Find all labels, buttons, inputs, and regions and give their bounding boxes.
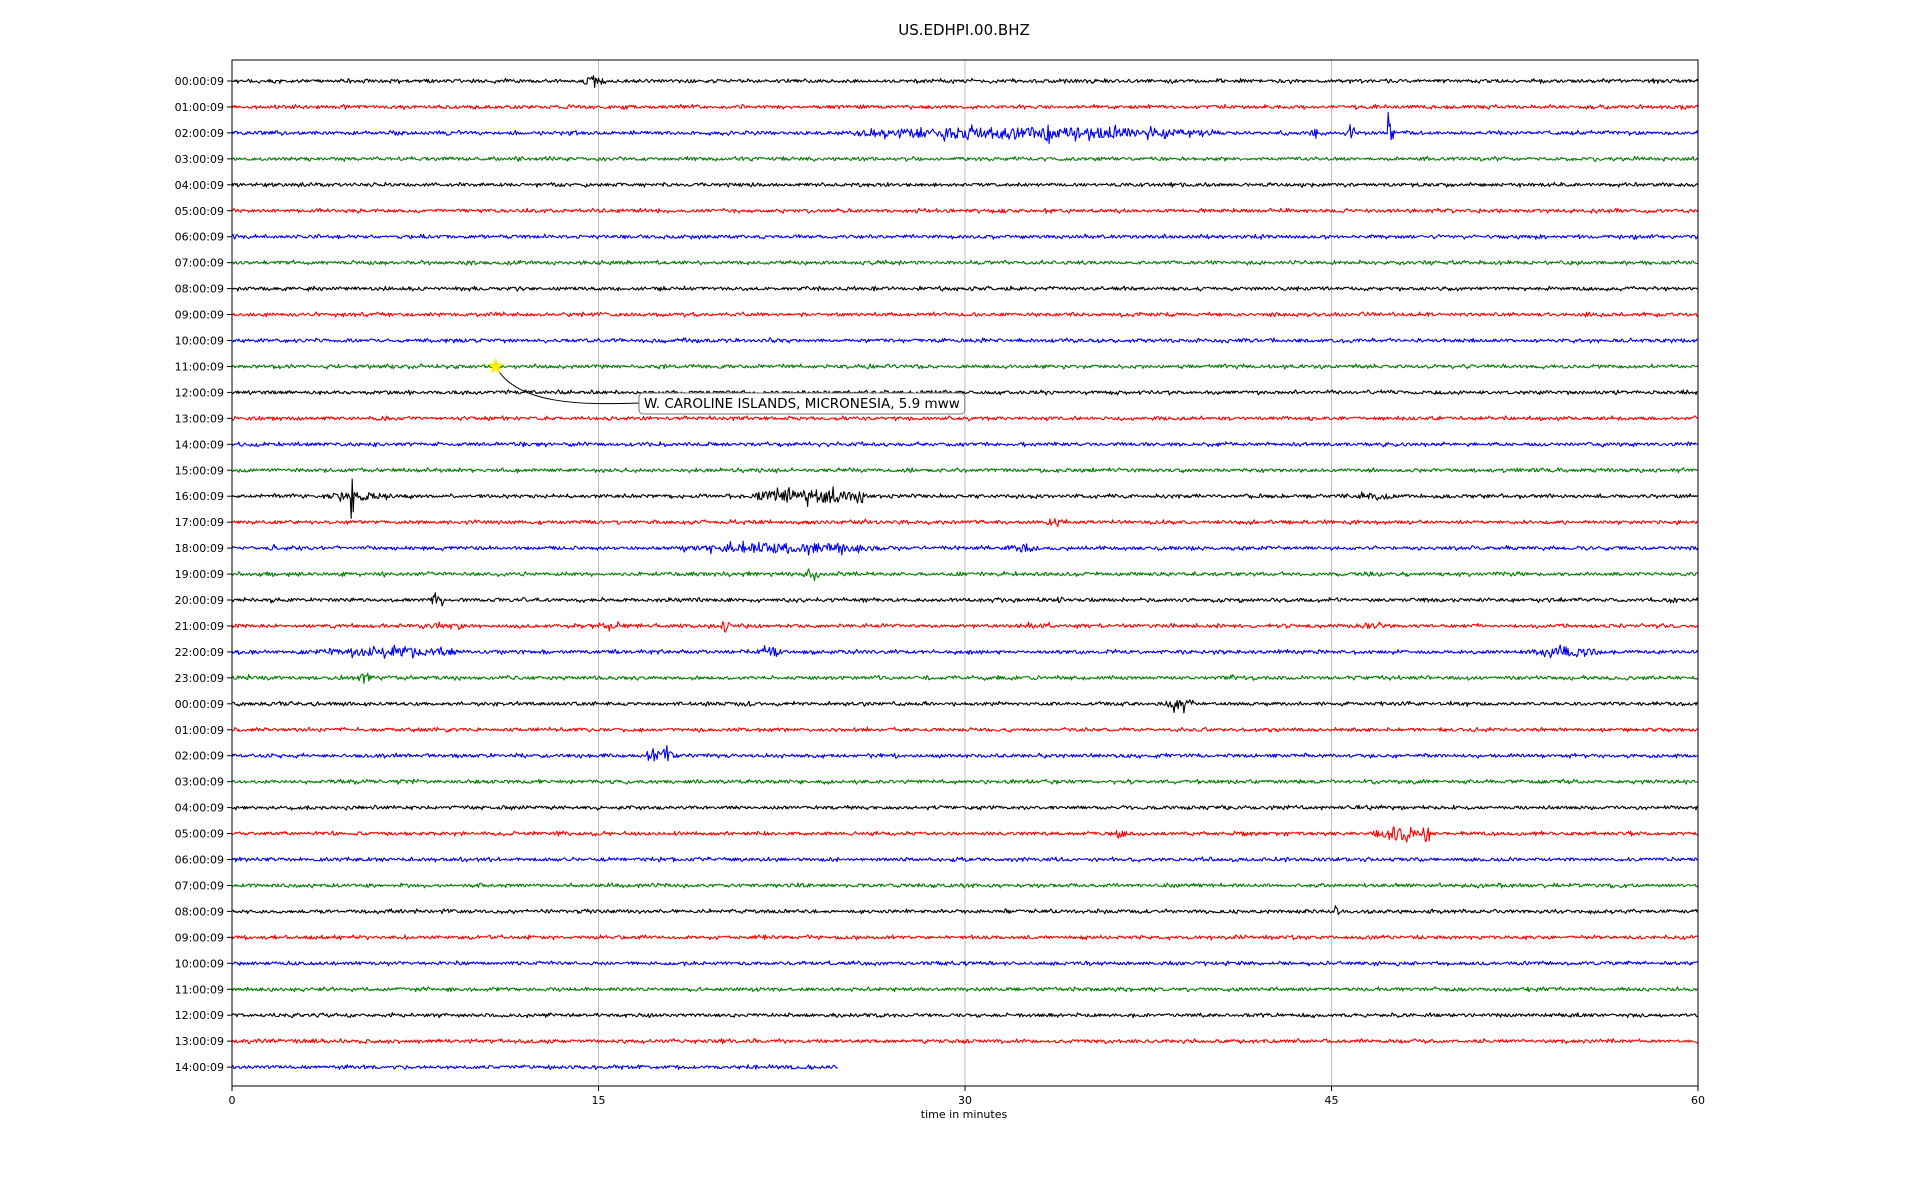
trace-row-3 <box>231 155 1699 162</box>
trace-row-11 <box>231 363 1699 370</box>
trace-row-8 <box>231 285 1699 292</box>
y-tick-label: 11:00:09 <box>175 360 224 373</box>
trace-row-17 <box>231 518 1698 528</box>
trace-row-31 <box>231 882 1699 889</box>
y-tick-label: 15:00:09 <box>175 464 224 477</box>
trace-row-2 <box>231 111 1699 145</box>
trace-row-22 <box>231 644 1699 659</box>
trace-row-18 <box>231 540 1699 556</box>
y-tick-label: 08:00:09 <box>175 905 224 918</box>
y-tick-label: 11:00:09 <box>175 983 224 996</box>
y-tick-labels: 00:00:09 01:00:09 02:00:09 03:00:09 04:00:09… <box>175 75 232 1074</box>
y-tick-label: 10:00:09 <box>175 957 224 970</box>
trace-row-32 <box>232 905 1699 916</box>
trace-row-20 <box>231 592 1699 607</box>
y-tick-label: 20:00:09 <box>175 594 224 607</box>
y-tick-label: 00:00:09 <box>175 698 224 711</box>
trace-row-7 <box>231 259 1699 266</box>
trace-row-0 <box>231 75 1699 88</box>
y-tick-label: 13:00:09 <box>175 412 224 425</box>
trace-row-10 <box>232 337 1699 344</box>
trace-row-27 <box>231 778 1699 785</box>
x-axis-label: time in minutes <box>921 1108 1008 1121</box>
y-tick-label: 00:00:09 <box>175 75 224 88</box>
trace-row-34 <box>231 960 1699 967</box>
trace-row-25 <box>231 726 1699 733</box>
trace-row-29 <box>232 826 1699 843</box>
y-tick-label: 23:00:09 <box>175 672 224 685</box>
y-tick-label: 05:00:09 <box>175 205 224 218</box>
x-tick-label: 30 <box>958 1094 972 1107</box>
event-label: W. CAROLINE ISLANDS, MICRONESIA, 5.9 mww <box>644 396 960 412</box>
y-tick-label: 18:00:09 <box>175 542 224 555</box>
trace-row-35 <box>231 986 1698 993</box>
trace-row-30 <box>231 856 1698 863</box>
event-label-box <box>638 392 966 415</box>
y-tick-label: 17:00:09 <box>175 516 224 529</box>
trace-row-15 <box>231 467 1699 474</box>
trace-row-36 <box>231 1012 1699 1019</box>
x-tick-labels: 0 15 30 45 60 <box>229 1086 1705 1107</box>
y-tick-label: 14:00:09 <box>175 438 224 451</box>
y-tick-label: 21:00:09 <box>175 620 224 633</box>
y-tick-label: 05:00:09 <box>175 828 224 841</box>
y-tick-label: 04:00:09 <box>175 179 224 192</box>
trace-row-12 <box>231 389 1699 396</box>
trace-row-13 <box>231 415 1699 422</box>
trace-row-16 <box>231 478 1699 519</box>
y-tick-label: 07:00:09 <box>175 879 224 892</box>
y-tick-label: 12:00:09 <box>175 1009 224 1022</box>
trace-row-14 <box>231 441 1699 448</box>
x-tick-label: 0 <box>229 1094 236 1107</box>
y-tick-label: 06:00:09 <box>175 231 224 244</box>
y-tick-label: 01:00:09 <box>175 724 224 737</box>
y-tick-label: 04:00:09 <box>175 802 224 815</box>
y-tick-label: 09:00:09 <box>175 309 224 322</box>
y-tick-label: 19:00:09 <box>175 568 224 581</box>
trace-row-6 <box>231 233 1699 240</box>
trace-row-37 <box>231 1038 1699 1045</box>
y-tick-label: 07:00:09 <box>175 257 224 270</box>
plot-frame <box>231 59 1699 1087</box>
x-tick-label: 15 <box>592 1094 606 1107</box>
y-tick-label: 06:00:09 <box>175 854 224 867</box>
y-tick-label: 12:00:09 <box>175 386 224 399</box>
event-leader-line <box>495 366 640 405</box>
y-tick-label: 14:00:09 <box>175 1061 224 1074</box>
y-tick-label: 16:00:09 <box>175 490 224 503</box>
y-tick-label: 02:00:09 <box>175 127 224 140</box>
trace-row-24 <box>231 699 1699 714</box>
event-star-icon <box>487 357 505 374</box>
chart-title: US.EDHPI.00.BHZ <box>898 21 1030 39</box>
trace-row-9 <box>231 311 1699 318</box>
trace-row-19 <box>231 568 1699 582</box>
trace-row-5 <box>231 207 1699 214</box>
trace-row-4 <box>231 181 1699 188</box>
y-tick-label: 08:00:09 <box>175 283 224 296</box>
x-tick-label: 60 <box>1691 1094 1705 1107</box>
y-tick-label: 02:00:09 <box>175 750 224 763</box>
y-tick-label: 01:00:09 <box>175 101 224 114</box>
event-annotation: W. CAROLINE ISLANDS, MICRONESIA, 5.9 mww <box>487 357 966 415</box>
y-tick-label: 13:00:09 <box>175 1035 224 1048</box>
trace-row-33 <box>231 934 1699 941</box>
trace-row-21 <box>231 621 1699 633</box>
trace-row-23 <box>231 672 1699 684</box>
trace-row-28 <box>231 804 1699 811</box>
y-tick-label: 03:00:09 <box>175 153 224 166</box>
trace-row-38 <box>231 1064 839 1071</box>
y-tick-label: 22:00:09 <box>175 646 224 659</box>
y-tick-label: 09:00:09 <box>175 931 224 944</box>
traces <box>231 75 1699 1071</box>
y-tick-label: 03:00:09 <box>175 776 224 789</box>
trace-row-26 <box>231 745 1699 762</box>
y-tick-label: 10:00:09 <box>175 335 224 348</box>
x-tick-label: 45 <box>1325 1094 1339 1107</box>
trace-row-1 <box>231 103 1699 110</box>
